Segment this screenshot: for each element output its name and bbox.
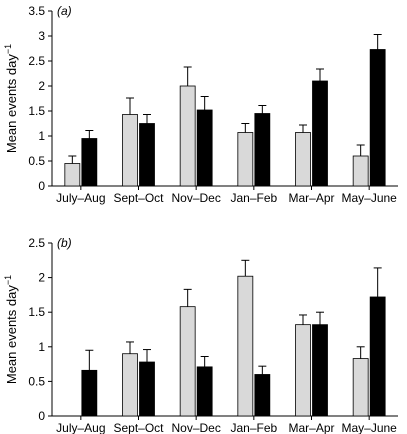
bar-series-2: [312, 324, 328, 417]
y-tick-label: 3.5: [28, 4, 45, 18]
x-tick-label: May–June: [341, 421, 397, 434]
bar-series-2: [196, 109, 213, 187]
y-tick-label: 2.5: [28, 54, 45, 68]
bar-series-2: [81, 369, 98, 417]
y-axis-label-superscript: −1: [3, 275, 13, 285]
y-axis-label-superscript: −1: [3, 44, 13, 54]
y-axis-label: Mean events day−1: [3, 44, 19, 153]
bar-series-2: [312, 80, 328, 187]
bar-series-2: [254, 374, 271, 417]
x-tick-label: July–Aug: [56, 421, 105, 434]
y-tick-label: 0: [38, 409, 45, 423]
bar-series-1: [352, 358, 369, 417]
x-tick-label: May–June: [341, 191, 397, 205]
panel-label: (a): [57, 4, 72, 18]
bar-series-2: [81, 138, 98, 187]
bar-series-2: [196, 366, 213, 417]
panel-label: (b): [57, 236, 72, 250]
bar-series-1: [179, 85, 196, 187]
x-tick-label: Jan–Feb: [230, 421, 277, 434]
x-tick-label: Sept–Oct: [113, 191, 164, 205]
x-tick-label: Jan–Feb: [230, 191, 277, 205]
y-tick-label: 1: [38, 340, 45, 354]
bar-series-2: [369, 296, 386, 417]
bar-series-1: [122, 353, 138, 417]
x-tick-label: Sept–Oct: [113, 421, 164, 434]
bar-series-1: [122, 114, 138, 187]
x-tick-label: July–Aug: [56, 191, 105, 205]
y-tick-label: 0.5: [28, 154, 45, 168]
x-tick-label: Nov–Dec: [171, 191, 220, 205]
bar-series-1: [179, 306, 196, 417]
bar-series-2: [139, 123, 155, 187]
y-tick-label: 0: [38, 179, 45, 193]
bar-series-1: [237, 132, 254, 187]
y-tick-label: 2: [38, 271, 45, 285]
y-tick-label: 1.5: [28, 104, 45, 118]
bar-series-1: [295, 132, 311, 187]
bar-series-2: [139, 361, 155, 417]
bar-series-1: [352, 155, 369, 187]
y-tick-label: 1.5: [28, 305, 45, 319]
y-tick-label: 0.5: [28, 374, 45, 388]
x-tick-label: Mar–Apr: [288, 421, 334, 434]
y-tick-label: 2: [38, 79, 45, 93]
bar-series-2: [369, 49, 386, 187]
y-tick-label: 1: [38, 129, 45, 143]
x-tick-label: Nov–Dec: [171, 421, 220, 434]
y-axis-label: Mean events day−1: [3, 275, 19, 384]
bar-series-1: [64, 163, 81, 187]
chart-panel-a: 0 0.5 1 1.5 2 2.5 3 3.5 (a) Mean events day−1 July…: [3, 4, 398, 205]
chart-panel-b: 0 0.5 1 1.5 2 2.5 (b) Mean events day−1 July–Aug…: [3, 236, 398, 434]
y-tick-label: 2.5: [28, 236, 45, 250]
bar-series-1: [295, 324, 311, 417]
bar-series-2: [254, 113, 271, 187]
y-tick-label: 3: [38, 29, 45, 43]
bar-series-1: [237, 275, 254, 417]
x-tick-label: Mar–Apr: [288, 191, 334, 205]
